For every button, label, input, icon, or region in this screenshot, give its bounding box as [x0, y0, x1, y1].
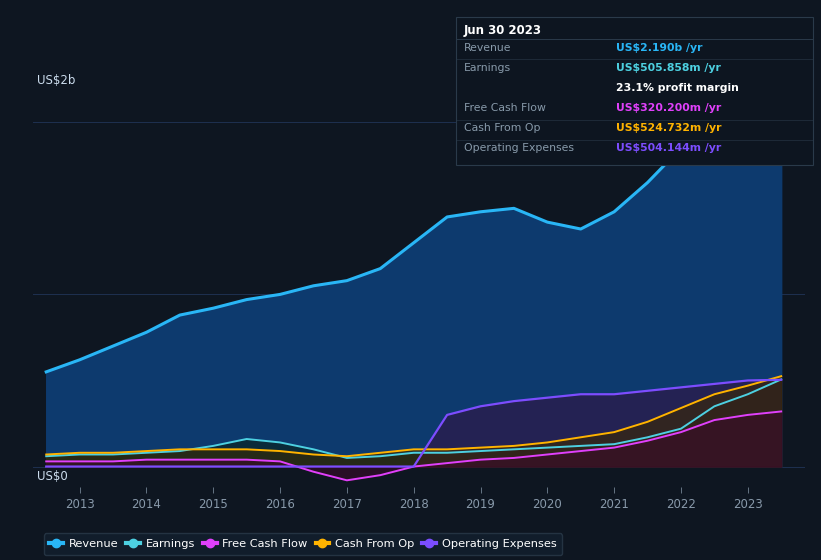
Text: US$2.190b /yr: US$2.190b /yr — [616, 43, 702, 53]
Text: Earnings: Earnings — [464, 63, 511, 73]
Text: Free Cash Flow: Free Cash Flow — [464, 103, 546, 113]
Text: US$524.732m /yr: US$524.732m /yr — [616, 123, 722, 133]
Text: 23.1% profit margin: 23.1% profit margin — [616, 83, 739, 93]
Text: US$2b: US$2b — [37, 73, 75, 86]
Text: US$504.144m /yr: US$504.144m /yr — [616, 143, 721, 153]
Text: US$505.858m /yr: US$505.858m /yr — [616, 63, 721, 73]
Text: Jun 30 2023: Jun 30 2023 — [464, 24, 542, 36]
Text: Revenue: Revenue — [464, 43, 511, 53]
Legend: Revenue, Earnings, Free Cash Flow, Cash From Op, Operating Expenses: Revenue, Earnings, Free Cash Flow, Cash … — [44, 533, 562, 555]
Text: US$320.200m /yr: US$320.200m /yr — [616, 103, 721, 113]
Text: Cash From Op: Cash From Op — [464, 123, 540, 133]
Text: US$0: US$0 — [37, 470, 67, 483]
Text: Operating Expenses: Operating Expenses — [464, 143, 574, 153]
